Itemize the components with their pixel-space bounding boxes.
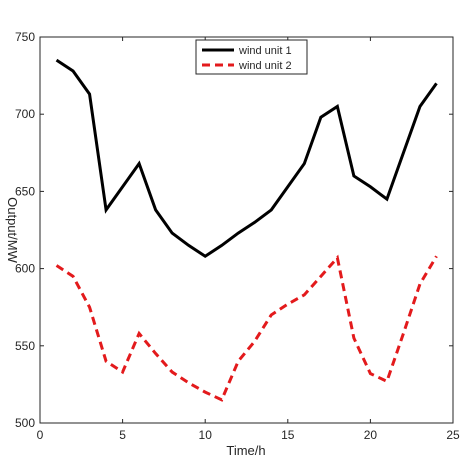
x-tick-label: 10 (199, 428, 213, 442)
x-tick-label: 15 (281, 428, 295, 442)
legend-label: wind unit 2 (238, 60, 292, 72)
series-line (55, 58, 438, 259)
y-tick-label: 650 (15, 184, 35, 198)
plot-frame (39, 36, 454, 424)
legend-label: wind unit 1 (238, 45, 292, 57)
x-tick-label: 20 (364, 428, 378, 442)
x-axis-label: Time/h (226, 443, 265, 458)
y-axis-label: Output/MW (5, 197, 20, 263)
x-tick-label: 0 (37, 428, 44, 442)
x-tick-label: 5 (119, 428, 126, 442)
y-tick-label: 750 (15, 30, 35, 44)
series-line (55, 254, 438, 402)
y-tick-label: 500 (15, 416, 35, 430)
legend-box (195, 39, 308, 75)
x-tick-label: 25 (446, 428, 460, 442)
y-tick-label: 700 (15, 107, 35, 121)
y-tick-label: 550 (15, 339, 35, 353)
y-tick-label: 600 (15, 262, 35, 276)
